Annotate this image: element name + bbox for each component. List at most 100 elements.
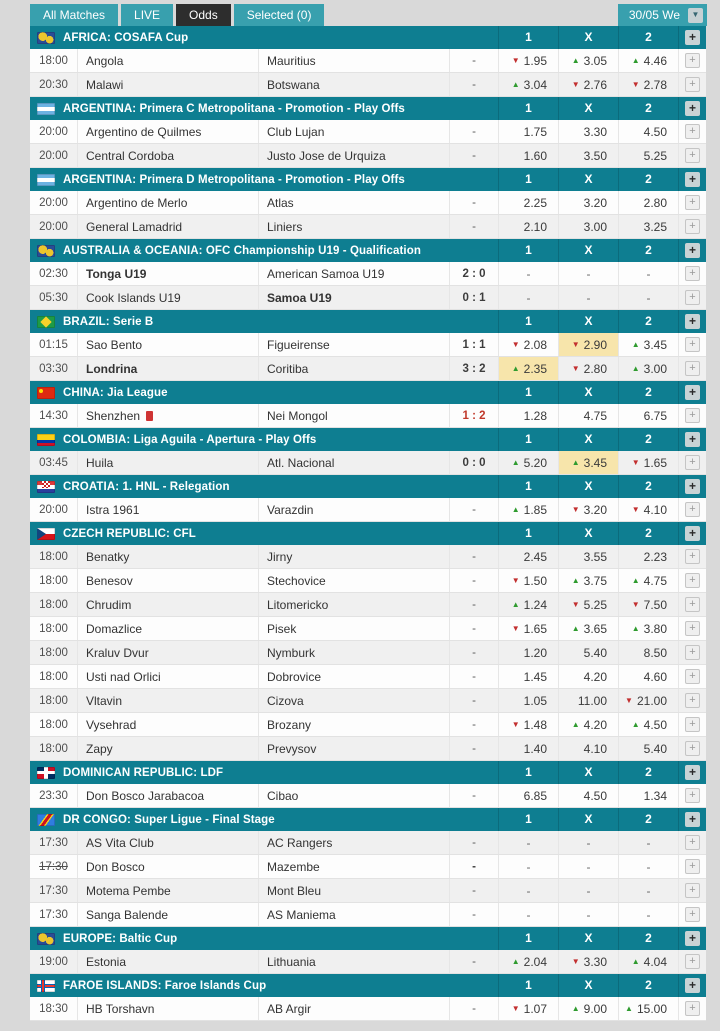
odds-1[interactable]: ▼ 1.65 [498, 617, 558, 640]
away-team[interactable]: Stechovice [258, 569, 449, 592]
odds-x[interactable]: ▼ 2.80 [558, 357, 618, 380]
odds-1[interactable]: ▲ 2.35 [498, 357, 558, 380]
league-add-all-button plus-icon[interactable]: + [685, 526, 700, 541]
league-header-left[interactable]: ARGENTINA: Primera D Metropolitana - Pro… [30, 168, 498, 191]
away-team[interactable]: Mont Bleu [258, 879, 449, 902]
add-to-selection-button plus-icon[interactable]: + [685, 573, 700, 588]
odds-2[interactable]: 8.50 [618, 641, 678, 664]
away-team[interactable]: American Samoa U19 [258, 262, 449, 285]
odds-2[interactable]: - [618, 831, 678, 854]
odds-2[interactable]: ▲ 15.00 [618, 997, 678, 1020]
add-to-selection-button plus-icon[interactable]: + [685, 337, 700, 352]
odds-1[interactable]: ▼ 1.48 [498, 713, 558, 736]
odds-2[interactable]: - [618, 262, 678, 285]
odds-1[interactable]: - [498, 879, 558, 902]
odds-2[interactable]: 5.40 [618, 737, 678, 760]
add-to-selection-button plus-icon[interactable]: + [685, 549, 700, 564]
odds-2[interactable]: - [618, 286, 678, 309]
league-header-left[interactable]: CHINA: Jia League [30, 381, 498, 404]
add-to-selection-button plus-icon[interactable]: + [685, 1001, 700, 1016]
league-header-left[interactable]: CROATIA: 1. HNL - Relegation [30, 475, 498, 498]
odds-2[interactable]: ▲ 3.80 [618, 617, 678, 640]
odds-x[interactable]: ▲ 3.65 [558, 617, 618, 640]
home-team[interactable]: Kraluv Dvur [77, 641, 258, 664]
league-add-all-button plus-icon[interactable]: + [685, 385, 700, 400]
odds-2[interactable]: ▲ 4.75 [618, 569, 678, 592]
odds-x[interactable]: - [558, 262, 618, 285]
odds-2[interactable]: 6.75 [618, 404, 678, 427]
odds-x[interactable]: - [558, 855, 618, 878]
home-team[interactable]: Huila [77, 451, 258, 474]
odds-2[interactable]: - [618, 903, 678, 926]
odds-1[interactable]: ▲ 1.85 [498, 498, 558, 521]
league-header-left[interactable]: DR CONGO: Super Ligue - Final Stage [30, 808, 498, 831]
odds-1[interactable]: 1.60 [498, 144, 558, 167]
add-to-selection-button plus-icon[interactable]: + [685, 502, 700, 517]
away-team[interactable]: Cizova [258, 689, 449, 712]
league-add-all-button plus-icon[interactable]: + [685, 978, 700, 993]
odds-x[interactable]: 4.50 [558, 784, 618, 807]
odds-2[interactable]: ▼ 4.10 [618, 498, 678, 521]
league-add-all-button plus-icon[interactable]: + [685, 931, 700, 946]
odds-1[interactable]: 2.25 [498, 191, 558, 214]
add-to-selection-button plus-icon[interactable]: + [685, 219, 700, 234]
add-to-selection-button plus-icon[interactable]: + [685, 693, 700, 708]
home-team[interactable]: Vysehrad [77, 713, 258, 736]
odds-2[interactable]: ▲ 3.45 [618, 333, 678, 356]
add-to-selection-button plus-icon[interactable]: + [685, 408, 700, 423]
add-to-selection-button plus-icon[interactable]: + [685, 788, 700, 803]
away-team[interactable]: Prevysov [258, 737, 449, 760]
home-team[interactable]: Don Bosco [77, 855, 258, 878]
league-add-all-button plus-icon[interactable]: + [685, 243, 700, 258]
add-to-selection-button plus-icon[interactable]: + [685, 741, 700, 756]
away-team[interactable]: Pisek [258, 617, 449, 640]
odds-1[interactable]: 6.85 [498, 784, 558, 807]
odds-x[interactable]: 3.20 [558, 191, 618, 214]
league-header-left[interactable]: AFRICA: COSAFA Cup [30, 26, 498, 49]
away-team[interactable]: Brozany [258, 713, 449, 736]
league-header-left[interactable]: AUSTRALIA & OCEANIA: OFC Championship U1… [30, 239, 498, 262]
odds-1[interactable]: - [498, 831, 558, 854]
odds-x[interactable]: - [558, 286, 618, 309]
odds-x[interactable]: 3.00 [558, 215, 618, 238]
odds-1[interactable]: 2.10 [498, 215, 558, 238]
odds-2[interactable]: ▲ 3.00 [618, 357, 678, 380]
home-team[interactable]: Usti nad Orlici [77, 665, 258, 688]
away-team[interactable]: AS Maniema [258, 903, 449, 926]
odds-2[interactable]: ▲ 4.50 [618, 713, 678, 736]
odds-2[interactable]: 4.60 [618, 665, 678, 688]
odds-2[interactable]: 5.25 [618, 144, 678, 167]
home-team[interactable]: Central Cordoba [77, 144, 258, 167]
odds-1[interactable]: 1.40 [498, 737, 558, 760]
odds-x[interactable]: 3.50 [558, 144, 618, 167]
add-to-selection-button plus-icon[interactable]: + [685, 124, 700, 139]
away-team[interactable]: Samoa U19 [258, 286, 449, 309]
home-team[interactable]: Cook Islands U19 [77, 286, 258, 309]
away-team[interactable]: Figueirense [258, 333, 449, 356]
odds-1[interactable]: ▼ 1.95 [498, 49, 558, 72]
odds-x[interactable]: 3.30 [558, 120, 618, 143]
odds-2[interactable]: 3.25 [618, 215, 678, 238]
league-add-all-button plus-icon[interactable]: + [685, 479, 700, 494]
home-team[interactable]: General Lamadrid [77, 215, 258, 238]
add-to-selection-button plus-icon[interactable]: + [685, 621, 700, 636]
add-to-selection-button plus-icon[interactable]: + [685, 669, 700, 684]
league-add-all-button plus-icon[interactable]: + [685, 765, 700, 780]
home-team[interactable]: HB Torshavn [77, 997, 258, 1020]
add-to-selection-button plus-icon[interactable]: + [685, 148, 700, 163]
away-team[interactable]: Litomericko [258, 593, 449, 616]
add-to-selection-button plus-icon[interactable]: + [685, 645, 700, 660]
odds-2[interactable]: ▼ 2.78 [618, 73, 678, 96]
odds-2[interactable]: ▲ 4.46 [618, 49, 678, 72]
add-to-selection-button plus-icon[interactable]: + [685, 597, 700, 612]
chevron-down-icon[interactable]: ▼ [688, 7, 703, 23]
home-team[interactable]: Chrudim [77, 593, 258, 616]
league-add-all-button plus-icon[interactable]: + [685, 314, 700, 329]
add-to-selection-button plus-icon[interactable]: + [685, 907, 700, 922]
league-add-all-button plus-icon[interactable]: + [685, 432, 700, 447]
odds-x[interactable]: 3.55 [558, 545, 618, 568]
away-team[interactable]: Liniers [258, 215, 449, 238]
odds-2[interactable]: 2.23 [618, 545, 678, 568]
odds-1[interactable]: - [498, 903, 558, 926]
home-team[interactable]: Sanga Balende [77, 903, 258, 926]
